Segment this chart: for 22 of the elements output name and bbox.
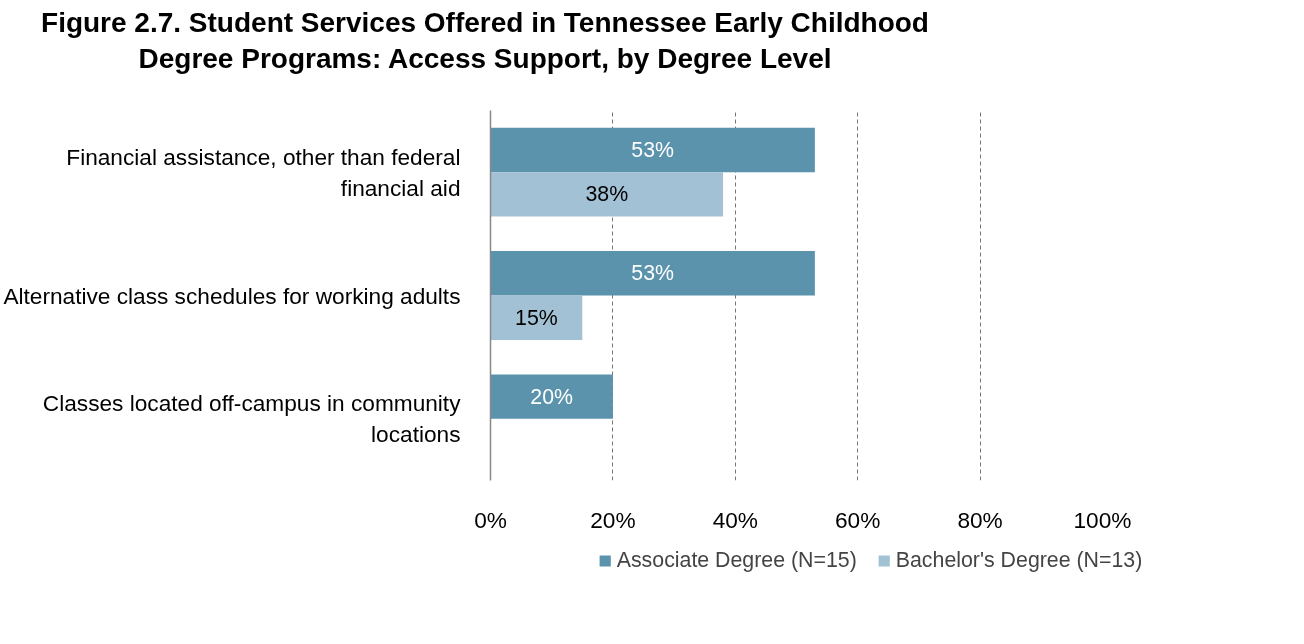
data-label: 38% bbox=[585, 182, 629, 207]
x-tick-label: 80% bbox=[957, 506, 1003, 533]
x-tick-label: 40% bbox=[712, 506, 758, 533]
data-label: 20% bbox=[530, 384, 574, 409]
y-tick-label: Classes located off-campus in community locations bbox=[42, 390, 462, 448]
bar bbox=[490, 251, 815, 296]
y-tick-label: Financial assistance, other than federal financial aid bbox=[66, 143, 461, 201]
bar bbox=[490, 374, 613, 419]
data-label: 53% bbox=[631, 137, 675, 162]
x-tick-label: 0% bbox=[474, 506, 507, 533]
legend-label: Associate Degree (N=15) bbox=[616, 547, 857, 573]
x-tick-label: 100% bbox=[1073, 506, 1132, 533]
bar bbox=[490, 295, 583, 340]
legend-label: Bachelor's Degree (N=13) bbox=[895, 547, 1143, 573]
data-label: 53% bbox=[631, 261, 675, 286]
data-label: 15% bbox=[515, 305, 558, 330]
bar bbox=[490, 127, 815, 173]
x-tick-label: 20% bbox=[590, 506, 636, 533]
x-tick-label: 60% bbox=[835, 506, 881, 533]
bar bbox=[490, 172, 724, 217]
y-tick-label: Alternative class schedules for working adults bbox=[3, 282, 461, 309]
chart-title: Figure 2.7. Student Services Offered in Tennessee Early Childhood Degree Programs: Access Support, by Degree Level bbox=[40, 6, 930, 77]
